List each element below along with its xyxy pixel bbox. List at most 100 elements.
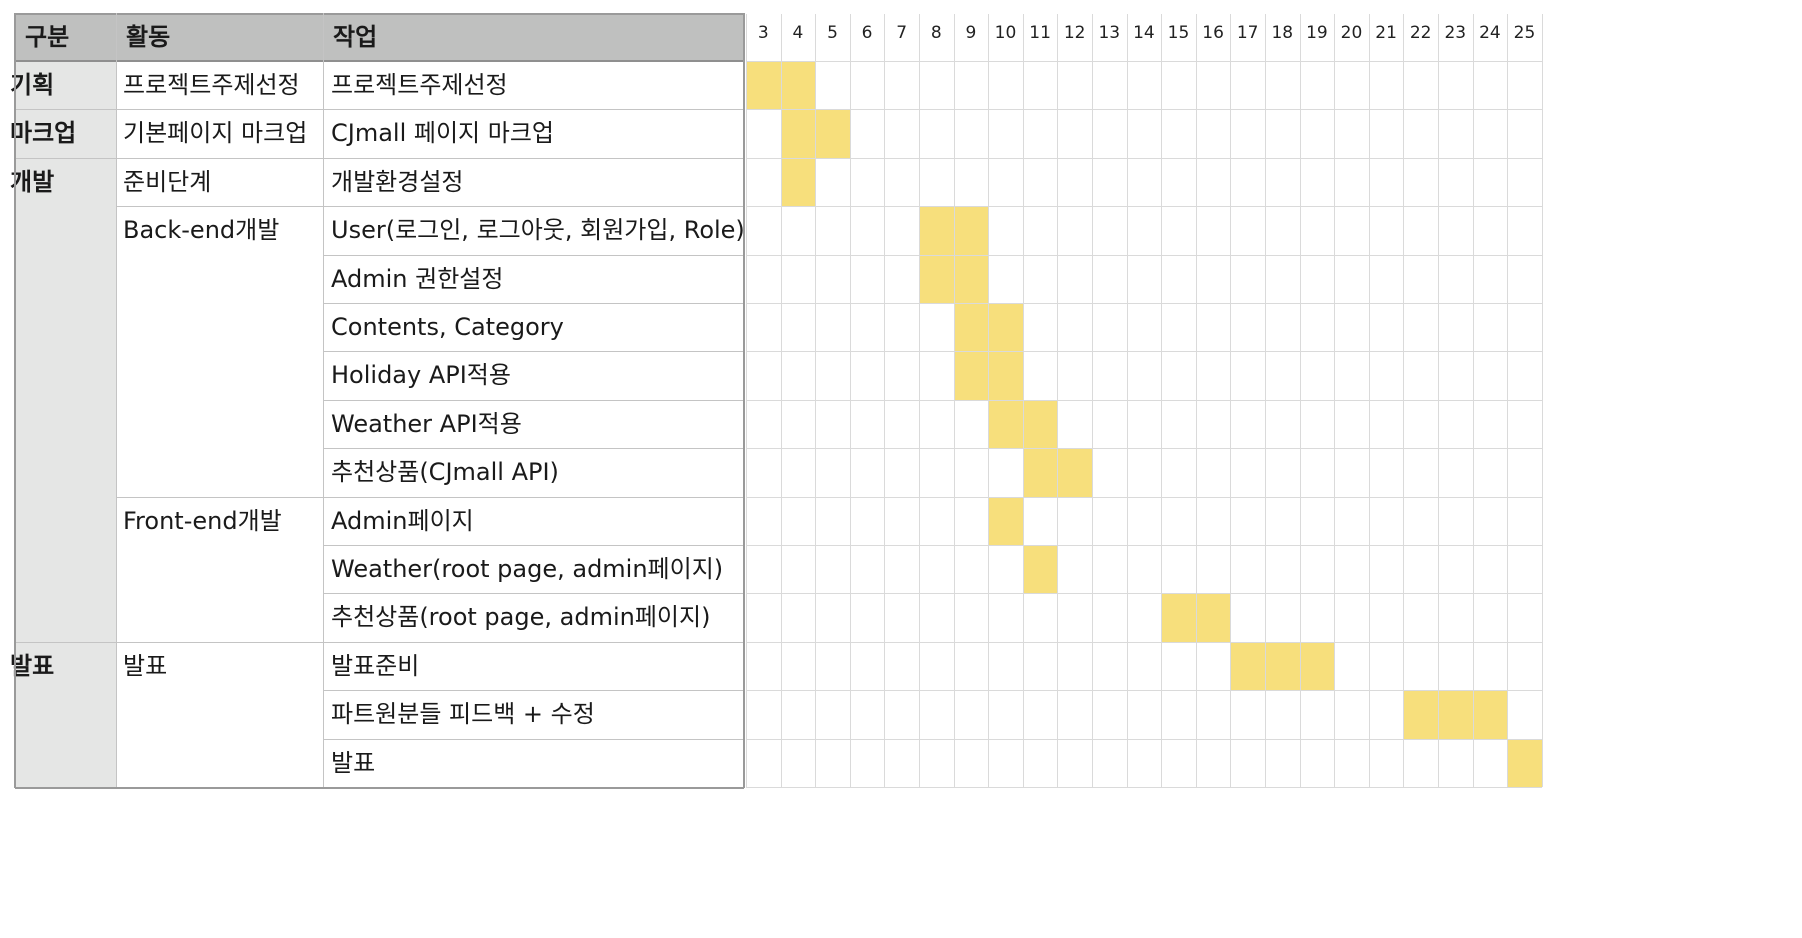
grid-hline xyxy=(746,351,1542,353)
day-label: 4 xyxy=(792,23,804,43)
activity-divider xyxy=(116,157,323,159)
header-task: 작업 xyxy=(323,13,744,61)
gantt-bar-cell xyxy=(1057,448,1092,497)
task-divider xyxy=(323,351,744,353)
group-cell xyxy=(15,109,116,158)
activity-label: Front-end개발 xyxy=(123,506,282,535)
grid-hline xyxy=(746,448,1542,450)
grid-vline xyxy=(1541,14,1543,787)
day-label: 8 xyxy=(930,23,942,43)
task-divider xyxy=(323,545,744,546)
task-divider xyxy=(323,690,744,692)
day-label: 19 xyxy=(1306,23,1328,43)
gantt-bar-cell xyxy=(988,303,1023,352)
grid-hline xyxy=(746,399,1542,401)
group-label: 기획 xyxy=(10,71,55,99)
group-divider xyxy=(15,641,116,643)
gantt-bar-cell xyxy=(1161,593,1196,642)
task-label: 추천상품(root page, admin페이지) xyxy=(331,603,711,632)
activity-divider xyxy=(116,496,323,498)
gantt-bar-cell xyxy=(919,206,954,255)
header-gubun: 구분 xyxy=(15,13,116,61)
grid-hline xyxy=(746,109,1542,111)
grid-hline xyxy=(746,303,1542,304)
gantt-bar-cell xyxy=(780,109,816,158)
table-border-bottom xyxy=(15,787,744,789)
gantt-bar-cell xyxy=(1507,738,1542,787)
gantt-bar-cell xyxy=(988,496,1023,545)
gantt-bar-cell xyxy=(1022,448,1058,497)
task-divider xyxy=(323,738,744,740)
task-divider xyxy=(323,641,744,643)
task-label: CJmall 페이지 마크업 xyxy=(331,119,554,148)
task-divider xyxy=(323,593,744,595)
group-label: 개발 xyxy=(10,167,55,196)
gantt-bar-cell xyxy=(1022,545,1058,594)
gantt-bar-cell xyxy=(746,61,781,110)
task-divider xyxy=(323,254,744,256)
col-divider-activity xyxy=(323,13,324,787)
activity-divider xyxy=(116,641,323,643)
task-label: Weather API적용 xyxy=(331,409,522,438)
activity-label: 발표 xyxy=(123,651,168,680)
task-label: 발표 xyxy=(331,748,376,777)
task-label: Weather(root page, admin페이지) xyxy=(331,555,724,583)
grid-hline xyxy=(746,593,1542,595)
activity-label: 기본페이지 마크업 xyxy=(123,119,308,148)
grid-hline xyxy=(746,738,1542,740)
day-label: 6 xyxy=(861,23,873,43)
gantt-bar-cell xyxy=(953,303,989,352)
grid-hline xyxy=(746,61,1542,62)
activity-label: 준비단계 xyxy=(123,167,212,196)
day-label: 10 xyxy=(994,23,1017,43)
task-divider xyxy=(323,448,744,450)
task-divider xyxy=(323,157,744,159)
group-label: 발표 xyxy=(10,651,55,680)
day-label: 20 xyxy=(1340,23,1363,43)
grid-hline xyxy=(746,157,1542,159)
day-label: 7 xyxy=(896,23,908,43)
task-divider xyxy=(323,206,744,208)
group-cell xyxy=(15,157,116,642)
gantt-bar-cell xyxy=(953,206,989,255)
gantt-bar-cell xyxy=(1195,593,1231,642)
group-label: 마크업 xyxy=(10,119,77,148)
table-border-right xyxy=(743,13,745,788)
group-divider xyxy=(15,157,116,159)
task-divider xyxy=(323,109,744,111)
gantt-bar-cell xyxy=(919,254,954,303)
gantt-bar-cell xyxy=(988,351,1023,400)
gantt-bar-cell xyxy=(953,254,989,303)
gantt-bar-cell xyxy=(815,109,850,158)
day-label: 24 xyxy=(1479,23,1501,43)
table-header-rule xyxy=(15,60,744,62)
day-label: 21 xyxy=(1375,23,1397,43)
col-divider-gubun xyxy=(116,13,117,787)
activity-label: 프로젝트주제선정 xyxy=(123,71,300,99)
grid-hline xyxy=(746,545,1542,546)
grid-hline xyxy=(746,254,1542,256)
day-label: 17 xyxy=(1236,23,1259,43)
gantt-bar-cell xyxy=(780,157,816,207)
table-border-top xyxy=(15,13,744,15)
day-label: 23 xyxy=(1444,23,1467,43)
task-label: User(로그인, 로그아웃, 회원가입, Role) xyxy=(331,216,745,245)
day-label: 16 xyxy=(1202,23,1224,43)
day-label: 5 xyxy=(827,23,838,43)
task-label: Contents, Category xyxy=(331,313,564,341)
group-divider xyxy=(15,109,116,111)
day-label: 15 xyxy=(1167,23,1190,43)
day-label: 12 xyxy=(1063,23,1086,43)
task-divider xyxy=(323,496,744,498)
task-divider xyxy=(323,303,744,304)
day-label: 3 xyxy=(757,23,769,43)
group-cell xyxy=(15,641,116,787)
table-border-left xyxy=(14,13,16,788)
task-label: Admin 권한설정 xyxy=(331,264,504,293)
task-divider xyxy=(323,399,744,401)
activity-divider xyxy=(116,109,323,111)
gantt-bar-cell xyxy=(1472,690,1508,739)
task-label: Admin페이지 xyxy=(331,506,474,535)
gantt-bar-cell xyxy=(953,351,989,400)
day-label: 11 xyxy=(1029,23,1051,43)
